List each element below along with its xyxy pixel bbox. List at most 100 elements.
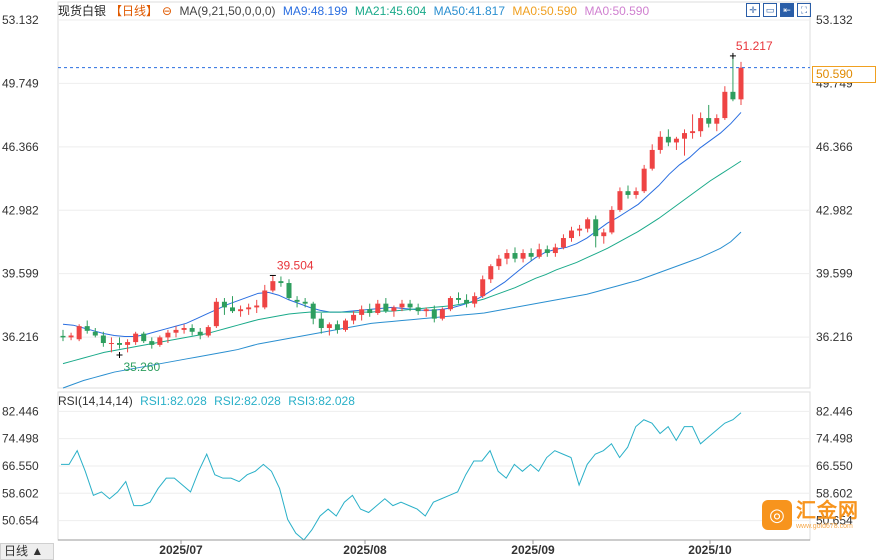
zoom-out-icon[interactable]: ▭: [763, 3, 777, 17]
candle-body: [698, 118, 704, 132]
candle-body: [343, 320, 348, 330]
candle-body: [722, 91, 728, 119]
candle-body: [496, 258, 502, 267]
logo-url: www.gold678.com: [796, 522, 853, 530]
candle-body: [456, 298, 461, 300]
y-tick-right: 42.982: [816, 203, 853, 217]
candle-body: [391, 307, 397, 312]
candle-body: [609, 209, 615, 233]
rsi3-value: RSI3:82.028: [288, 394, 355, 408]
candle-body: [447, 298, 453, 310]
y-tick-right: 53.132: [816, 13, 853, 27]
candle-body: [528, 253, 534, 257]
candle-body: [673, 138, 679, 143]
rsi-tick-left: 66.550: [2, 459, 39, 473]
candle-body: [383, 303, 389, 312]
candle-body: [682, 133, 687, 139]
candle-body: [577, 228, 583, 231]
x-tick-label: 2025/07: [159, 543, 203, 557]
candle-body: [569, 230, 574, 239]
main-legend: 现货白银 【日线】 ⊖ MA(9,21,50,0,0,0) MA9:48.199 M…: [58, 2, 653, 19]
candle-body: [351, 314, 357, 321]
candle-body: [560, 238, 566, 248]
candle-body: [536, 249, 542, 257]
candle-body: [262, 290, 268, 308]
settings-icon[interactable]: ⊖: [162, 4, 173, 18]
candle-body: [423, 309, 429, 312]
y-tick-left: 49.749: [2, 76, 39, 90]
chart-toolbar: ✛ ▭ ⇤ ⛶: [746, 3, 811, 17]
ma0-value-b: MA0:50.590: [584, 4, 650, 18]
x-tick-label: 2025/08: [343, 543, 387, 557]
candle-body: [399, 303, 405, 308]
candle-body: [92, 331, 98, 336]
logo-icon: ◎: [762, 500, 792, 530]
candle-body: [520, 253, 526, 259]
candle-body: [68, 335, 74, 338]
zoom-in-icon[interactable]: ✛: [746, 3, 760, 17]
y-tick-right: 39.599: [816, 267, 853, 281]
candle-body: [108, 343, 114, 345]
candle-body: [625, 191, 631, 195]
candle-body: [197, 331, 203, 336]
candle-body: [585, 219, 591, 229]
candle-body: [738, 67, 744, 100]
rsi-legend: RSI(14,14,14) RSI1:82.028 RSI2:82.028 RS…: [58, 394, 359, 408]
ma50-value: MA50:41.817: [433, 4, 506, 18]
candle-body: [407, 303, 413, 308]
ma-params[interactable]: MA(9,21,50,0,0,0): [179, 4, 276, 18]
rsi-tick-left: 82.446: [2, 404, 39, 418]
candle-body: [246, 307, 252, 310]
rsi-series-line: [61, 412, 742, 541]
candle-body: [254, 305, 260, 308]
rsi-tick-right: 58.602: [816, 486, 853, 500]
candle-body: [310, 303, 316, 319]
candle-body: [294, 299, 300, 302]
candle-body: [334, 324, 340, 330]
candle-body: [665, 136, 671, 143]
candle-body: [415, 307, 421, 312]
candle-body: [601, 232, 607, 237]
x-tick-label: 2025/09: [511, 543, 555, 557]
candle-body: [100, 335, 106, 344]
candle-body: [165, 332, 171, 338]
candle-body: [633, 191, 639, 195]
candle-body: [504, 253, 510, 259]
high-label: 51.217: [736, 39, 773, 53]
candle-body: [706, 118, 712, 124]
low-label: 35.260: [124, 360, 161, 374]
candle-body: [544, 249, 550, 254]
period-label[interactable]: 【日线】: [110, 4, 159, 18]
fullscreen-icon[interactable]: ⛶: [797, 3, 811, 17]
candle-body: [60, 335, 66, 338]
y-tick-left: 39.599: [2, 267, 39, 281]
rsi-line: [61, 412, 742, 541]
mid-high-label: 39.504: [277, 258, 314, 272]
y-tick-left: 36.216: [2, 330, 39, 344]
y-tick-left: 46.366: [2, 140, 39, 154]
candle-body: [730, 91, 736, 100]
switch-icon[interactable]: ⇤: [780, 3, 794, 17]
ma9-value: MA9:48.199: [282, 4, 348, 18]
period-selector-label: 日线: [4, 544, 29, 558]
rsi-params[interactable]: RSI(14,14,14): [58, 394, 133, 408]
symbol-name: 现货白银: [58, 4, 107, 18]
candle-body: [359, 309, 365, 315]
candle-body: [181, 328, 187, 330]
candle-body: [189, 328, 195, 332]
candle-body: [133, 333, 139, 343]
rsi-tick-left: 58.602: [2, 486, 39, 500]
candle-body: [593, 219, 599, 237]
y-tick-left: 42.982: [2, 203, 39, 217]
x-tick-label: 2025/10: [688, 543, 732, 557]
candle-body: [221, 301, 227, 308]
y-tick-right: 46.366: [816, 140, 853, 154]
period-selector[interactable]: 日线 ▲: [0, 543, 54, 560]
candle-body: [512, 253, 518, 259]
rsi-tick-right: 66.550: [816, 459, 853, 473]
candle-body: [286, 283, 292, 299]
y-tick-left: 53.132: [2, 13, 39, 27]
candle-body: [472, 296, 478, 304]
candle-body: [690, 131, 696, 134]
